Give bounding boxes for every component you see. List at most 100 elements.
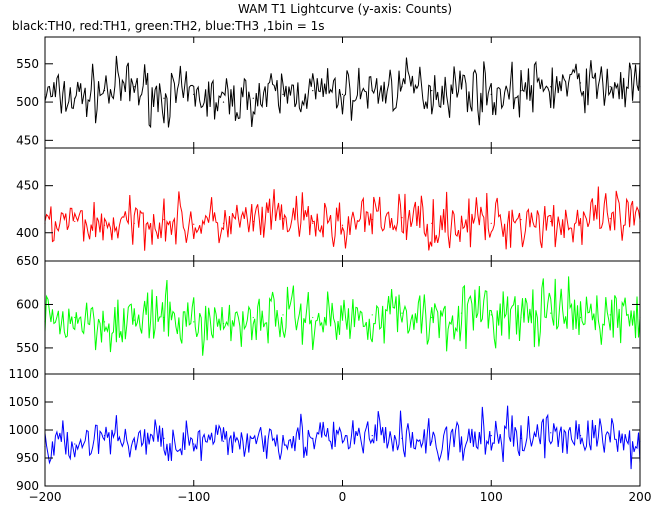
- data-point-2-5: [193, 321, 195, 323]
- data-point-2-7: [252, 316, 254, 319]
- series-line-0: [44, 55, 641, 129]
- data-point-1-19: [609, 218, 611, 220]
- data-point-2-11: [371, 314, 373, 316]
- x-tick-label: −200: [29, 490, 62, 504]
- data-point-0-12: [401, 86, 403, 88]
- data-point-3-16: [520, 437, 522, 439]
- data-point-2-14: [460, 312, 463, 314]
- data-point-1-14: [460, 220, 463, 223]
- data-point-2-8: [282, 314, 284, 316]
- y-tick-label: 550: [16, 57, 39, 71]
- data-point-0-5: [193, 93, 195, 96]
- panel-1: 400 450: [16, 147, 641, 262]
- series-line-3: [44, 405, 641, 470]
- data-point-0-15: [490, 93, 492, 96]
- data-point-0-10: [341, 93, 344, 96]
- data-point-0-11: [371, 89, 373, 92]
- data-point-1-5: [193, 223, 195, 225]
- data-point-0-13: [431, 89, 433, 92]
- data-point-2-6: [222, 322, 225, 325]
- y-tick-label: 500: [16, 95, 39, 109]
- data-point-3-11: [371, 435, 373, 437]
- data-point-0-8: [282, 93, 284, 96]
- data-point-0-9: [312, 89, 314, 92]
- series-line-2: [44, 276, 641, 356]
- x-tick-label: 0: [339, 490, 347, 504]
- data-point-2-13: [431, 316, 433, 319]
- data-point-1-2: [103, 224, 106, 226]
- data-point-3-17: [550, 432, 552, 434]
- panel-frame: [44, 373, 641, 487]
- data-point-2-1: [74, 316, 76, 319]
- data-point-1-13: [431, 222, 433, 224]
- y-tick-label: 550: [16, 341, 39, 355]
- y-tick-label: 650: [16, 254, 39, 268]
- data-point-3-14: [460, 443, 463, 445]
- data-point-1-4: [163, 218, 165, 221]
- data-point-0-7: [252, 97, 254, 99]
- data-point-0-1: [74, 97, 76, 99]
- data-point-3-8: [282, 435, 284, 437]
- data-point-2-16: [520, 316, 522, 319]
- data-point-1-9: [312, 222, 314, 224]
- data-point-0-3: [133, 86, 135, 88]
- data-point-2-12: [401, 312, 403, 314]
- y-tick-label: 1050: [8, 395, 39, 409]
- y-tick-label: 450: [16, 179, 39, 193]
- data-point-3-15: [490, 435, 492, 437]
- x-axis: −200 −100 0 100 200: [29, 490, 652, 504]
- data-point-3-9: [312, 437, 314, 439]
- data-point-1-7: [252, 220, 254, 223]
- data-point-1-15: [490, 222, 492, 224]
- data-point-0-16: [520, 89, 522, 92]
- data-point-3-18: [579, 435, 582, 437]
- x-tick-label: −100: [177, 490, 210, 504]
- data-point-2-10: [341, 319, 344, 321]
- panel-2: 550 600 650: [16, 254, 641, 375]
- data-point-2-15: [490, 314, 492, 316]
- data-point-1-17: [550, 220, 552, 223]
- data-point-0-4: [163, 97, 165, 99]
- x-tick-label: 200: [629, 490, 652, 504]
- data-point-1-12: [401, 217, 403, 219]
- y-tick-label: 400: [16, 226, 39, 240]
- data-point-0-2: [103, 89, 106, 92]
- data-point-3-5: [193, 443, 195, 445]
- data-point-0-14: [460, 86, 463, 88]
- y-tick-label: 1100: [8, 367, 39, 381]
- data-point-3-1: [74, 443, 76, 445]
- data-point-3-10: [341, 440, 344, 442]
- data-point-3-6: [222, 440, 225, 442]
- data-point-3-3: [133, 440, 135, 442]
- data-point-1-11: [371, 218, 373, 221]
- data-point-1-3: [133, 222, 135, 224]
- data-point-2-4: [163, 316, 165, 319]
- y-tick-label: 600: [16, 297, 39, 311]
- data-point-3-12: [401, 437, 403, 439]
- data-point-1-1: [74, 220, 76, 223]
- data-point-3-13: [431, 440, 433, 442]
- data-point-0-18: [579, 82, 582, 84]
- data-point-1-8: [282, 218, 284, 220]
- panel-frame: [44, 147, 641, 262]
- x-tick-label: 100: [480, 490, 503, 504]
- data-point-3-2: [103, 435, 106, 437]
- data-point-2-19: [609, 314, 611, 316]
- y-tick-label: 450: [16, 133, 39, 147]
- data-point-1-18: [579, 222, 582, 224]
- panels: 450 500 550 400 450 550 600 650 900 950 1000 1050 11…: [8, 36, 641, 493]
- data-point-3-4: [163, 437, 165, 439]
- data-point-0-6: [222, 101, 225, 103]
- y-tick-label: 950: [16, 451, 39, 465]
- data-point-1-6: [222, 222, 225, 224]
- data-point-3-19: [609, 437, 611, 439]
- data-point-3-7: [252, 437, 254, 439]
- data-point-0-17: [550, 86, 552, 88]
- data-point-0-19: [609, 86, 611, 88]
- data-point-1-10: [341, 224, 344, 226]
- data-point-2-2: [103, 321, 106, 323]
- y-tick-label: 900: [16, 479, 39, 493]
- data-point-2-18: [579, 316, 582, 319]
- data-point-2-3: [133, 319, 135, 321]
